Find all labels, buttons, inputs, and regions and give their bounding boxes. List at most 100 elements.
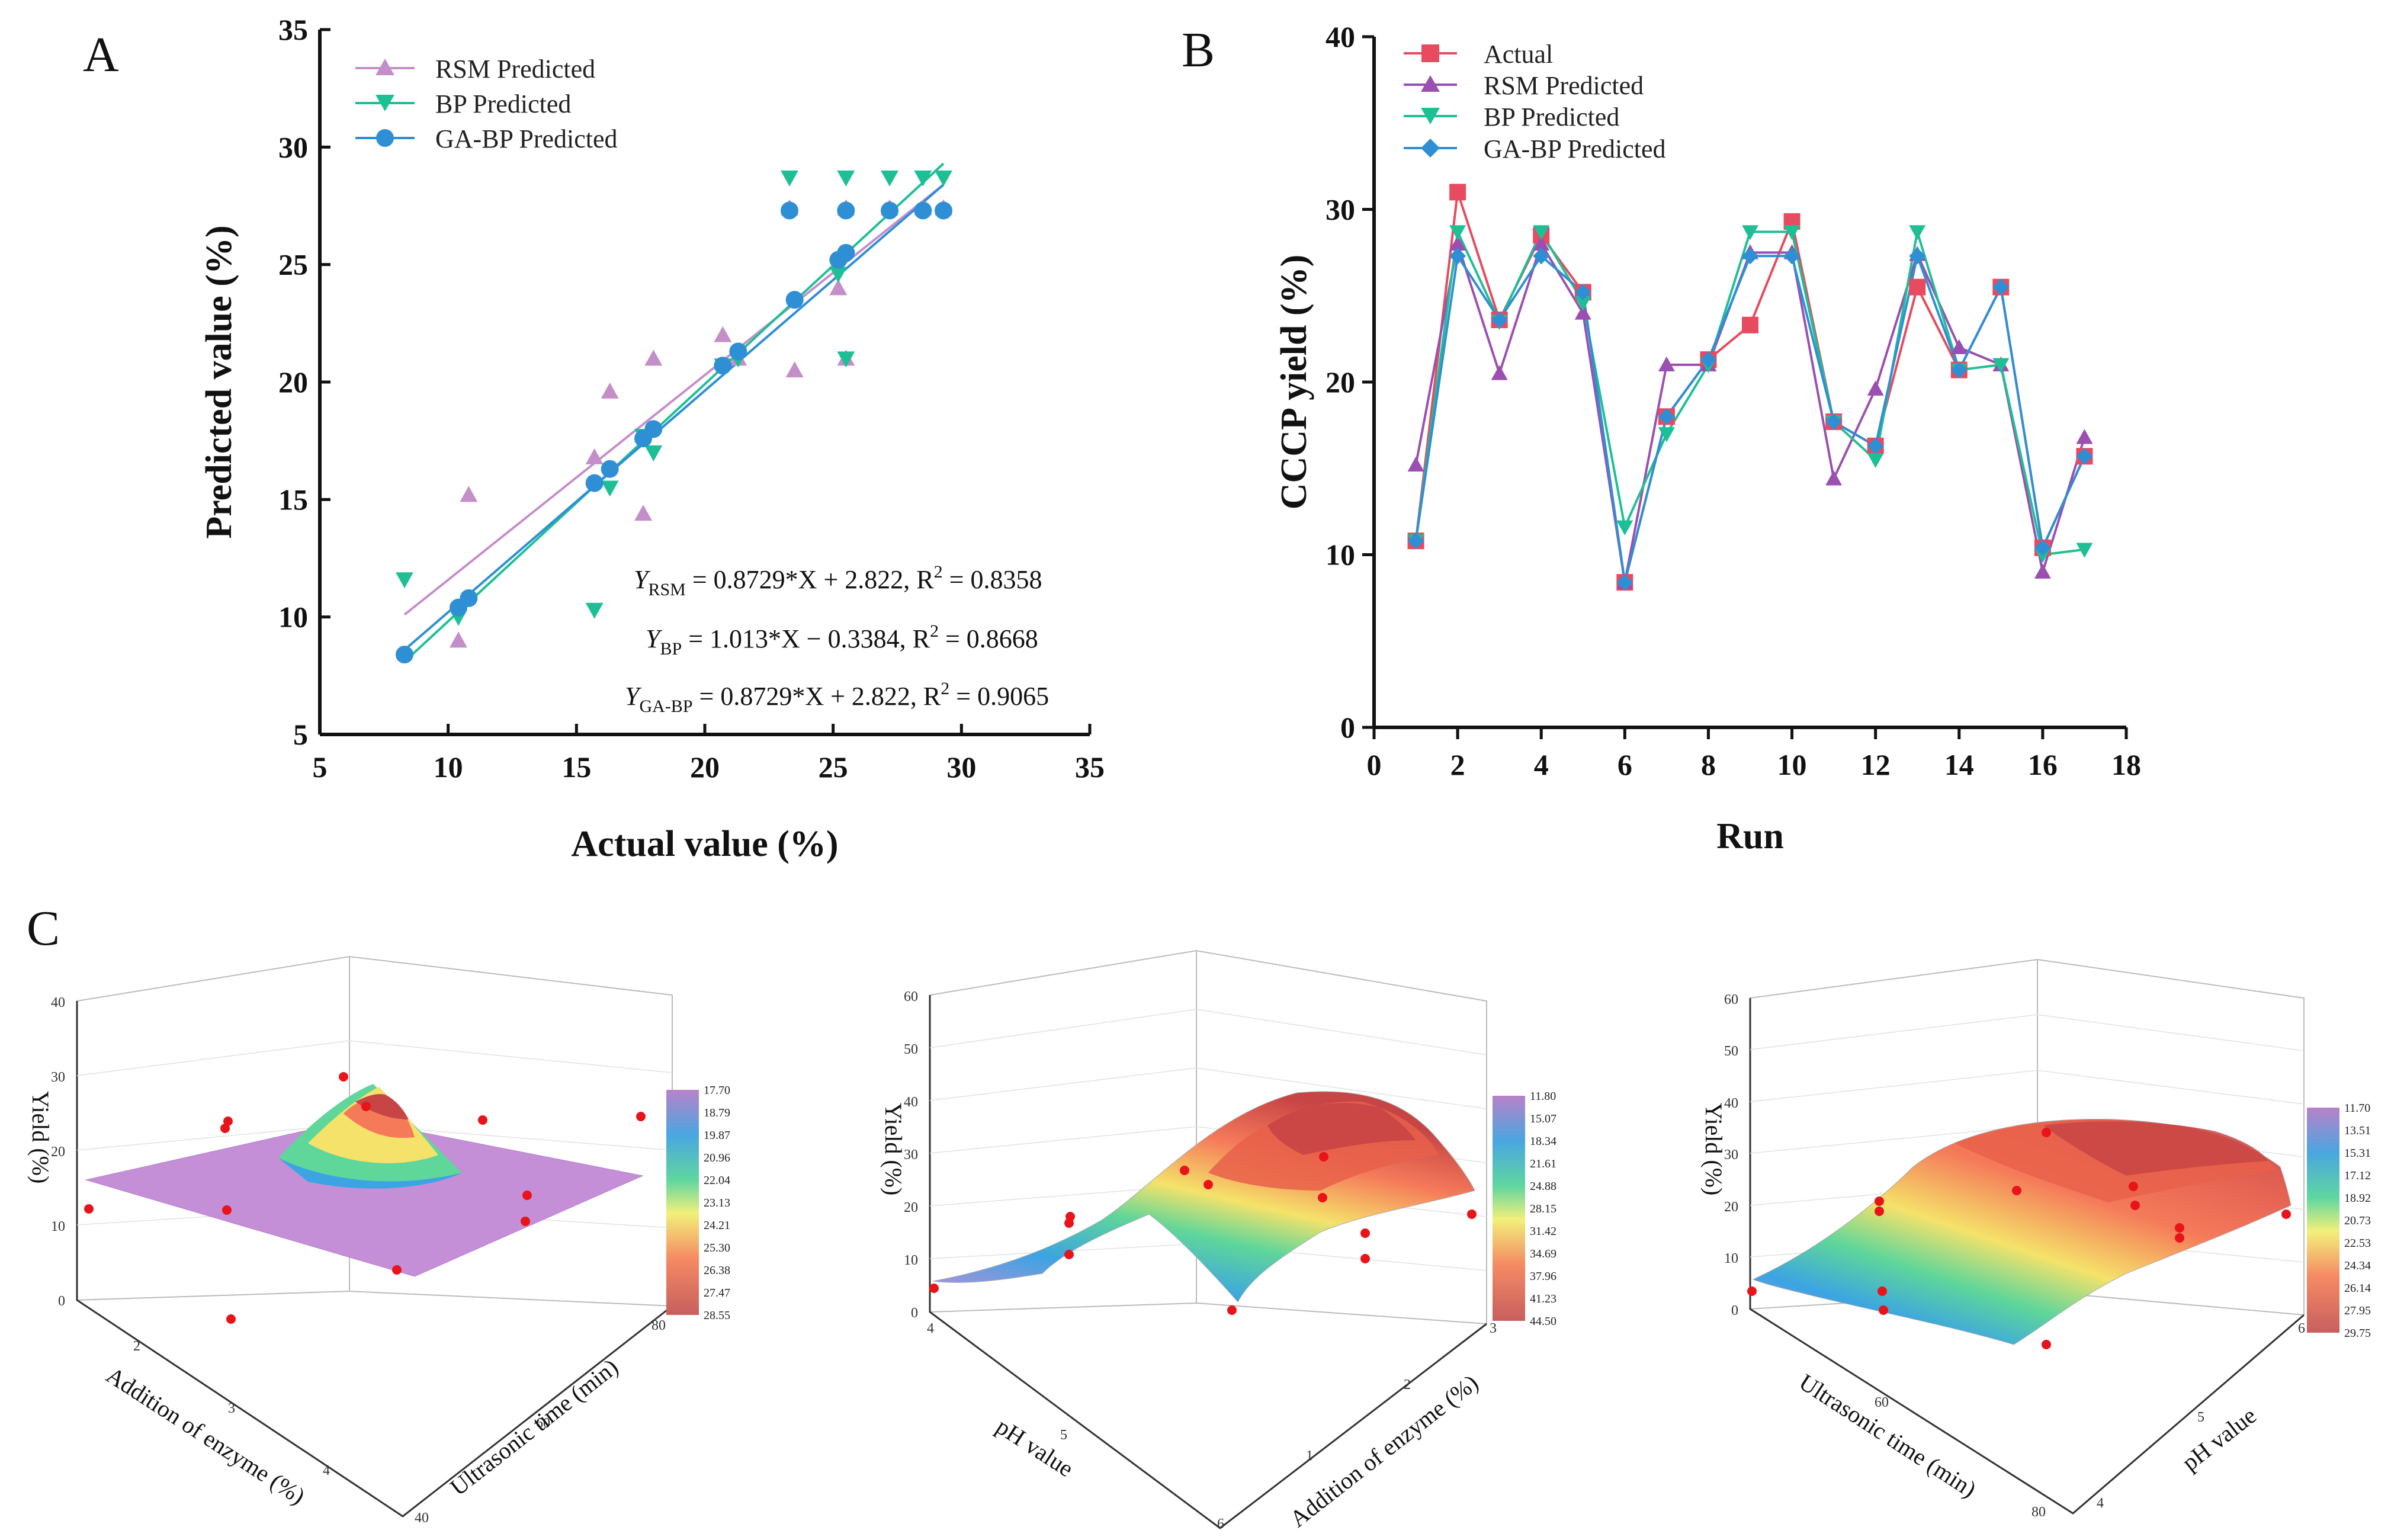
colorbar-tick-label: 34.69 [1530, 1247, 1556, 1260]
series-point-bp-predicted [1449, 225, 1466, 240]
legend-b-actual-marker [1421, 44, 1439, 62]
svg-text:50: 50 [904, 1042, 918, 1057]
surface2-ticks: 60 50 40 30 20 10 0 4 5 6 1 2 3 [904, 989, 1497, 1532]
point-rsm-predicted [450, 631, 467, 648]
surface3-z-title: Yield (%) [1700, 1103, 1727, 1196]
colorbar-tick-label: 13.51 [2344, 1124, 2371, 1137]
colorbar-tick-label: 24.88 [1530, 1180, 1556, 1193]
surface2-points [929, 1152, 1477, 1315]
colorbar-tick-label: 44.50 [1530, 1315, 1556, 1328]
svg-text:6: 6 [2298, 1321, 2305, 1336]
panel-c: C [27, 901, 2371, 1532]
series-point-ga-bp-predicted [1825, 413, 1843, 431]
panel-a-xtick-label: 5 [313, 750, 328, 784]
colorbar-tick-label: 22.53 [2344, 1237, 2371, 1250]
panel-b-xtick-label: 4 [1534, 748, 1549, 781]
colorbar-tick-label: 20.73 [2344, 1214, 2371, 1227]
surface3-points [1747, 1128, 2291, 1349]
svg-text:40: 40 [415, 1510, 429, 1526]
surface1-colorbar [666, 1090, 699, 1315]
surface2-y-title: Addition of enzyme (%) [1285, 1369, 1483, 1533]
legend-a-rsm-label: RSM Predicted [435, 54, 595, 84]
fit-line-ga-bp [403, 184, 945, 651]
fit-line-rsm [403, 184, 945, 616]
surface1-ticks: 40 30 20 10 0 2 3 4 40 60 80 [51, 995, 666, 1526]
legend-a-bp-marker [376, 95, 394, 111]
panel-b-xtick-label: 0 [1367, 748, 1382, 781]
svg-text:20: 20 [51, 1144, 65, 1160]
panel-b-xtick-label: 8 [1701, 748, 1716, 781]
series-point-rsm-predicted [2076, 429, 2093, 444]
svg-text:3: 3 [1490, 1321, 1497, 1336]
point-rsm-predicted [460, 486, 478, 502]
panel-a-letter: A [83, 27, 119, 82]
panel-a-xtick-label: 25 [819, 750, 848, 784]
panel-a-y-title: Predicted value (%) [199, 225, 239, 538]
point-ga-bp-predicted [837, 243, 855, 262]
colorbar-tick-label: 15.07 [1530, 1112, 1556, 1125]
svg-text:50: 50 [1724, 1044, 1738, 1059]
point-ga-bp-predicted [396, 646, 413, 664]
series-point-rsm-predicted [1449, 235, 1466, 251]
panel-b-legend: Actual RSM Predicted BP Predicted GA-BP … [1404, 40, 1666, 163]
series-point-bp-predicted [1533, 225, 1550, 240]
series-line-bp-predicted [1414, 227, 2085, 556]
series-point-ga-bp-predicted [1867, 437, 1884, 454]
point-ga-bp-predicted [781, 201, 798, 220]
panel-b-y-title: CCCP yield (%) [1274, 255, 1314, 510]
colorbar-tick-label: 23.13 [704, 1196, 730, 1209]
legend-a-rsm-marker [376, 59, 394, 75]
series-point-actual [1909, 278, 1926, 296]
point-ga-bp-predicted [785, 291, 804, 309]
series-point-bp-predicted [1658, 427, 1675, 442]
colorbar-tick-label: 31.42 [1530, 1225, 1556, 1238]
point-bp-predicted [585, 602, 604, 619]
panel-a-ytick-label: 35 [278, 13, 308, 46]
point-bp-predicted [601, 480, 619, 497]
surface3-colorbar-labels: 11.70 13.51 15.31 17.12 18.92 20.73 22.53 24.34… [2344, 1102, 2371, 1340]
svg-text:40: 40 [1724, 1096, 1738, 1111]
series-point-rsm-predicted [1658, 356, 1675, 372]
series-point-bp-predicted [2076, 543, 2093, 558]
svg-text:4: 4 [927, 1321, 934, 1336]
legend-b-bp-label: BP Predicted [1484, 102, 1619, 131]
series-point-ga-bp-predicted [2076, 448, 2093, 465]
series-point-bp-predicted [1867, 453, 1884, 469]
colorbar-tick-label: 20.96 [704, 1151, 730, 1164]
panel-b-xtick-label: 14 [1944, 748, 1974, 781]
panel-b-xtick-label: 18 [2111, 748, 2141, 781]
colorbar-tick-label: 18.34 [1530, 1135, 1556, 1148]
svg-text:30: 30 [904, 1147, 918, 1163]
surface1-y-title: Ultrasonic time (min) [445, 1353, 623, 1501]
series-point-bp-predicted [1992, 358, 2010, 373]
point-bp-predicted [881, 170, 898, 187]
series-point-ga-bp-predicted [1992, 278, 2010, 296]
point-bp-predicted [829, 267, 848, 283]
svg-text:30: 30 [1724, 1147, 1738, 1163]
surface3-colorbar [2307, 1108, 2339, 1333]
colorbar-tick-label: 21.61 [1530, 1157, 1556, 1170]
svg-text:3: 3 [228, 1401, 235, 1416]
colorbar-tick-label: 17.70 [704, 1084, 730, 1097]
fit-line-bp [403, 162, 945, 663]
svg-text:60: 60 [1875, 1395, 1889, 1410]
panel-a-ytick-label: 30 [278, 130, 308, 163]
panel-b: B 0 2 4 6 8 10 12 14 16 18 0 10 20 30 40 Run CCCP yiel… [1182, 20, 2141, 856]
point-bp-predicted [781, 170, 798, 187]
colorbar-tick-label: 28.55 [704, 1309, 730, 1322]
legend-b-rsm-marker [1421, 75, 1440, 92]
colorbar-tick-label: 29.75 [2344, 1327, 2371, 1340]
series-point-rsm-predicted [1825, 470, 1843, 486]
panel-a: A 5 10 15 20 25 30 35 5 10 15 20 25 30 35 Actual valu… [83, 13, 1105, 864]
series-point-rsm-predicted [2034, 563, 2051, 579]
series-point-ga-bp-predicted [1533, 248, 1550, 265]
panel-a-ytick-label: 20 [278, 365, 308, 399]
point-ga-bp-predicted [585, 474, 604, 492]
point-ga-bp-predicted [935, 201, 952, 220]
colorbar-tick-label: 26.14 [2344, 1282, 2371, 1295]
panel-a-ytick-label: 5 [293, 718, 308, 751]
surface-plot-2: 60 50 40 30 20 10 0 4 5 6 1 2 3 Yield (%… [880, 949, 1556, 1533]
panel-b-series [1407, 184, 2093, 591]
series-point-rsm-predicted [1867, 380, 1884, 396]
point-bp-predicted [837, 170, 855, 187]
